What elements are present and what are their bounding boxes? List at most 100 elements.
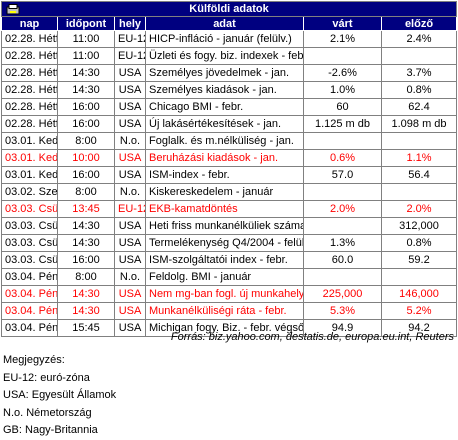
table-cell: N.o. (114, 132, 146, 150)
table-cell: 13:45 (57, 200, 115, 218)
table-cell: 02.28. Hétfő (1, 47, 58, 65)
table-cell: USA (114, 98, 146, 116)
table-row: 03.04. Péntek8:00N.o.Feldolg. BMI - janu… (1, 268, 458, 286)
table-cell: USA (114, 234, 146, 252)
table-cell: USA (114, 64, 146, 82)
table-cell: 2.0% (303, 200, 382, 218)
table-cell: -2.6% (303, 64, 382, 82)
table-cell: 14:30 (57, 285, 115, 303)
table-cell: 03.01. Kedd (1, 166, 58, 184)
header-row: nap időpont hely adat várt előző (1, 16, 458, 31)
table-cell (380, 47, 458, 65)
table-cell: 11:00 (57, 47, 115, 65)
table-cell: 60.0 (303, 251, 382, 269)
table-cell: Termelékenység Q4/2004 - felülv. (145, 234, 304, 252)
table-cell: 03.03. Csüt. (1, 234, 58, 252)
table-cell: 16:00 (57, 166, 115, 184)
table-cell: 57.0 (303, 166, 382, 184)
table-cell: USA (114, 285, 146, 303)
table-cell: 03.04. Péntek (1, 302, 58, 320)
table-cell: 14:30 (57, 234, 115, 252)
table-row: 03.01. Kedd8:00N.o.Foglalk. és m.nélküli… (1, 132, 458, 150)
header-cell: időpont (57, 16, 115, 31)
table-cell: EU-12 (114, 30, 146, 48)
table-cell: 03.02. Szerda (1, 183, 58, 201)
table-cell: USA (114, 81, 146, 99)
table-cell: 15:45 (57, 319, 115, 337)
table-cell (303, 217, 382, 235)
table-cell: 03.01. Kedd (1, 149, 58, 167)
table-cell: 62.4 (380, 98, 458, 116)
table-cell: 14:30 (57, 217, 115, 235)
table-cell: 5.2% (380, 302, 458, 320)
note-line: EU-12: euró-zóna (3, 371, 90, 384)
table-row: 03.03. Csüt.13:45EU-12EKB-kamatdöntés2.0… (1, 200, 458, 218)
table-cell: EKB-kamatdöntés (145, 200, 304, 218)
table-cell: 0.8% (380, 234, 458, 252)
table-cell: Új lakásértékesítések - jan. (145, 115, 304, 133)
table-cell: 0.6% (303, 149, 382, 167)
table-cell: 03.04. Péntek (1, 268, 58, 286)
note-line: N.o. Németország (3, 406, 92, 419)
table-cell: 11:00 (57, 30, 115, 48)
table-cell: USA (114, 166, 146, 184)
table-cell: Személyes kiadások - jan. (145, 81, 304, 99)
table-cell: Személyes jövedelmek - jan. (145, 64, 304, 82)
table-cell: USA (114, 217, 146, 235)
table-cell: 60 (303, 98, 382, 116)
table-cell: N.o. (114, 268, 146, 286)
table-cell: 03.03. Csüt. (1, 200, 58, 218)
table-cell: 14:30 (57, 302, 115, 320)
table-cell: 56.4 (380, 166, 458, 184)
table-cell: 225,000 (303, 285, 382, 303)
table-cell: 14:30 (57, 81, 115, 99)
table-cell: 03.03. Csüt. (1, 217, 58, 235)
table-cell: 8:00 (57, 132, 115, 150)
table-cell: 1.098 m db (380, 115, 458, 133)
table-cell: 312,000 (380, 217, 458, 235)
table-cell: 03.04. Péntek (1, 319, 58, 337)
table-cell: 3.7% (380, 64, 458, 82)
table-cell: 1.3% (303, 234, 382, 252)
table-cell (303, 132, 382, 150)
table-cell: 02.28. Hétfő (1, 98, 58, 116)
table-cell: EU-12 (114, 47, 146, 65)
table-cell: 2.1% (303, 30, 382, 48)
table-cell: Feldolg. BMI - január (145, 268, 304, 286)
table-row: 03.02. Szerda8:00N.o.Kiskereskedelem - j… (1, 183, 458, 201)
table-cell: Üzleti és fogy. biz. indexek - febr. (145, 47, 304, 65)
table-cell: 8:00 (57, 183, 115, 201)
table-cell: 94.2 (380, 319, 458, 337)
table-cell: 1.0% (303, 81, 382, 99)
data-table: Külföldi adatok nap időpont hely adat várt el… (0, 1, 458, 337)
table-cell (380, 132, 458, 150)
table-cell: 16:00 (57, 251, 115, 269)
table-cell: 16:00 (57, 115, 115, 133)
title: Külföldi adatok (189, 3, 269, 15)
header-cell: várt (303, 16, 382, 31)
table-cell: 02.28. Hétfő (1, 115, 58, 133)
table-cell: 03.03. Csüt. (1, 251, 58, 269)
table-cell: 8:00 (57, 268, 115, 286)
table-cell: 59.2 (380, 251, 458, 269)
table-cell: 14:30 (57, 64, 115, 82)
note-line: USA: Egyesült Államok (3, 389, 117, 401)
table-cell (303, 47, 382, 65)
header-cell: hely (114, 16, 146, 31)
table-cell: Chicago BMI - febr. (145, 98, 304, 116)
table-cell: 1.1% (380, 149, 458, 167)
note-line: GB: Nagy-Britannia (3, 424, 98, 436)
table-cell: 5.3% (303, 302, 382, 320)
